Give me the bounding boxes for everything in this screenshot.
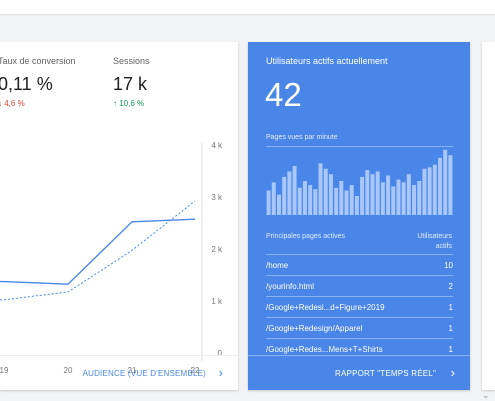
page-users: 1 — [448, 324, 453, 333]
series-line-previous — [0, 200, 196, 301]
series-line-current — [0, 218, 196, 285]
chevron-down-icon[interactable]: ⌄ — [482, 390, 490, 400]
pageview-bar — [266, 190, 271, 215]
top-bar — [0, 0, 495, 15]
pageview-bar — [401, 182, 406, 215]
pageviews-bar-chart — [266, 149, 453, 215]
chevron-right-icon[interactable]: › — [218, 365, 223, 380]
audience-overview-link[interactable]: AUDIENCE (VUE D'ENSEMBLE) — [82, 369, 206, 378]
pageview-bar — [375, 171, 380, 215]
pageviews-per-minute-label: Pages vues par minute — [266, 134, 338, 141]
sessions-line-chart: 4 k 3 k 2 k 1 k 0 19 20 21 22 — [0, 141, 223, 375]
realtime-report-link[interactable]: RAPPORT "TEMPS RÉEL" — [335, 369, 436, 378]
pageview-bar — [344, 190, 349, 215]
pageview-bar — [339, 181, 344, 215]
realtime-card: Utilisateurs actifs actuellement 42 Page… — [248, 42, 470, 390]
divider — [266, 146, 453, 147]
y-tick-label: 2 k — [211, 245, 223, 254]
pageview-bar — [282, 176, 287, 215]
page-path: /Google+Redesi...d+Figure+2019 — [266, 303, 385, 312]
pageview-bar — [349, 185, 354, 215]
list-item[interactable]: /home 10 — [266, 254, 453, 275]
metric-label: Taux de conversion — [0, 56, 76, 66]
pageview-bar — [380, 182, 385, 215]
y-tick-label: 1 k — [211, 297, 223, 306]
page-users: 1 — [448, 345, 453, 354]
active-users-header: Utilisateurs actifs — [404, 232, 452, 252]
pageview-bar — [417, 181, 422, 215]
metric-value: 17 k — [113, 74, 148, 94]
pageview-bar — [334, 187, 339, 215]
y-tick-label: 3 k — [211, 193, 223, 202]
arrow-down-icon: ↓ — [0, 99, 2, 108]
active-users-header-text: Utilisateurs actifs — [417, 233, 452, 250]
metric-change-value: 10,6 % — [119, 99, 145, 108]
pageview-bar — [292, 166, 297, 215]
page-path: /Google+Redes...Mens+T+Shirts — [266, 345, 383, 354]
pageview-bar — [432, 164, 437, 215]
card-footer: AUDIENCE (VUE D'ENSEMBLE) › — [0, 355, 238, 390]
next-card-edge — [482, 42, 495, 390]
pageview-bar — [443, 149, 448, 215]
pageview-bar — [412, 185, 417, 215]
metric-sessions[interactable]: Sessions 17 k ↑ 10,6 % — [113, 56, 150, 108]
pageview-bar — [438, 157, 443, 215]
x-tick-label: 22 — [191, 366, 200, 375]
active-pages-header: Principales pages actives — [266, 233, 345, 240]
metric-change: ↑ 10,6 % — [113, 99, 150, 108]
card-footer: RAPPORT "TEMPS RÉEL" › — [248, 355, 470, 390]
pageview-bar — [360, 176, 365, 215]
realtime-title: Utilisateurs actifs actuellement — [266, 56, 388, 66]
y-tick-label: 4 k — [211, 141, 223, 150]
page-path: /Google+Redesign/Apparel — [266, 324, 363, 333]
chevron-right-icon[interactable]: › — [450, 365, 455, 380]
pageview-bar — [427, 167, 432, 215]
y-tick-label: 0 — [218, 349, 223, 358]
pageview-bar — [370, 174, 375, 215]
pageview-bar — [271, 182, 276, 215]
pageview-bar — [276, 194, 281, 215]
list-item[interactable]: /Google+Redesi...d+Figure+2019 1 — [266, 296, 453, 317]
page-path: /home — [266, 261, 289, 270]
pageview-bar — [406, 174, 411, 215]
page-users: 2 — [448, 282, 453, 291]
pageview-bar — [323, 168, 328, 215]
arrow-up-icon: ↑ — [113, 99, 120, 108]
metric-conversion-rate[interactable]: Taux de conversion 0,11 % ↓ 4,6 % — [0, 56, 76, 108]
x-tick-label: 21 — [128, 366, 137, 375]
active-pages-list: /home 10 /yourinfo.html 2 /Google+Redesi..… — [266, 254, 453, 359]
x-tick-label: 19 — [0, 366, 9, 375]
pageview-bar — [313, 189, 318, 215]
pageview-bar — [448, 155, 453, 215]
page-users: 1 — [448, 303, 453, 312]
metric-change: ↓ 4,6 % — [0, 99, 76, 108]
metric-change-value: 4,6 % — [4, 99, 25, 108]
list-item[interactable]: /Google+Redesign/Apparel 1 — [266, 317, 453, 338]
x-tick-label: 20 — [64, 366, 73, 375]
metric-label: Sessions — [113, 56, 150, 66]
pageview-bar — [297, 187, 302, 215]
pageview-bar — [386, 175, 391, 215]
pageview-bar — [328, 174, 333, 215]
pageview-bar — [422, 168, 427, 215]
pageview-bar — [318, 163, 323, 215]
pageview-bar — [396, 179, 401, 215]
pageview-bar — [365, 170, 370, 215]
pageview-bar — [308, 185, 313, 215]
pageview-bar — [391, 186, 396, 215]
page-path: /yourinfo.html — [266, 282, 315, 291]
audience-overview-card: Taux de conversion 0,11 % ↓ 4,6 % Sessio… — [0, 42, 238, 390]
pageview-bar — [287, 171, 292, 215]
metric-value: 0,11 % — [0, 74, 53, 94]
pageview-bar — [354, 195, 359, 215]
page-users: 10 — [444, 261, 453, 270]
active-users-count: 42 — [265, 76, 302, 113]
list-item[interactable]: /Google+Redes...Mens+T+Shirts 1 — [266, 338, 453, 359]
pageview-bar — [302, 181, 307, 215]
list-item[interactable]: /yourinfo.html 2 — [266, 275, 453, 296]
